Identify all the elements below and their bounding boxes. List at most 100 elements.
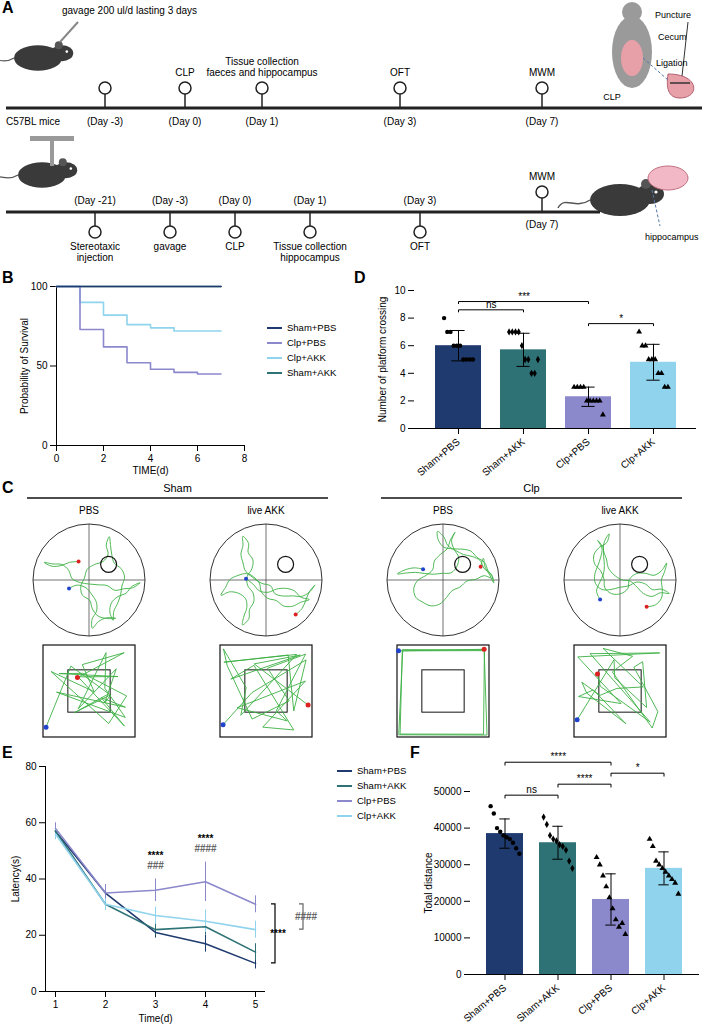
svg-text:Tissue collection: Tissue collection bbox=[225, 56, 299, 67]
html-text:A: A bbox=[2, 0, 14, 16]
svg-text:ns: ns bbox=[486, 299, 497, 310]
svg-text:hippocampus: hippocampus bbox=[280, 252, 339, 263]
svg-text:(Day 1): (Day 1) bbox=[246, 116, 279, 127]
svg-text:CLP: CLP bbox=[175, 67, 195, 78]
svg-text:Ligation: Ligation bbox=[656, 58, 688, 68]
svg-text:50000: 50000 bbox=[434, 786, 462, 797]
svg-text:MWM: MWM bbox=[529, 67, 555, 78]
svg-text:60: 60 bbox=[25, 817, 37, 828]
svg-text:(Day 3): (Day 3) bbox=[384, 116, 417, 127]
svg-text:gavage: gavage bbox=[154, 241, 187, 252]
svg-text:8: 8 bbox=[242, 453, 248, 464]
svg-text:(Day 7): (Day 7) bbox=[526, 116, 559, 127]
svg-text:Puncture: Puncture bbox=[655, 10, 691, 20]
svg-text:Clp: Clp bbox=[523, 482, 540, 494]
svg-text:40: 40 bbox=[25, 873, 37, 884]
svg-text:(Day 0): (Day 0) bbox=[169, 116, 202, 127]
svg-text:ns: ns bbox=[526, 784, 537, 795]
svg-text:5: 5 bbox=[253, 999, 259, 1010]
svg-text:100: 100 bbox=[31, 281, 48, 292]
svg-text:Time(d): Time(d) bbox=[138, 1013, 172, 1024]
svg-text:Tissue collection: Tissue collection bbox=[273, 241, 347, 252]
svg-text:Number of platform crossing: Number of platform crossing bbox=[377, 297, 388, 423]
svg-text:***: *** bbox=[518, 291, 530, 302]
svg-text:*: * bbox=[636, 762, 640, 773]
svg-text:6: 6 bbox=[195, 453, 201, 464]
svg-text:OFT: OFT bbox=[410, 241, 430, 252]
svg-text:1: 1 bbox=[53, 999, 59, 1010]
svg-text:Latency(s): Latency(s) bbox=[10, 856, 21, 903]
html-text:D: D bbox=[354, 269, 366, 286]
svg-text:faeces and hippocampus: faeces and hippocampus bbox=[206, 67, 317, 78]
svg-text:****: **** bbox=[550, 751, 566, 762]
svg-text:Sham+AKK: Sham+AKK bbox=[514, 982, 561, 1024]
svg-text:3: 3 bbox=[153, 999, 159, 1010]
svg-text:C57BL mice: C57BL mice bbox=[6, 116, 61, 127]
svg-text:Stereotaxic: Stereotaxic bbox=[70, 241, 120, 252]
svg-text:Probability of Survival: Probability of Survival bbox=[19, 318, 30, 414]
svg-text:20: 20 bbox=[25, 929, 37, 940]
svg-text:(Day -21): (Day -21) bbox=[74, 195, 116, 206]
html-text:B: B bbox=[2, 269, 14, 286]
svg-text:30000: 30000 bbox=[434, 859, 462, 870]
svg-text:CLP: CLP bbox=[225, 241, 245, 252]
html-text:C: C bbox=[2, 479, 14, 496]
svg-text:80: 80 bbox=[25, 761, 37, 772]
html-text:Clp+AKK: Clp+AKK bbox=[287, 352, 326, 363]
svg-text:2: 2 bbox=[101, 453, 107, 464]
svg-text:0: 0 bbox=[31, 986, 37, 997]
svg-text:Sham: Sham bbox=[163, 482, 192, 494]
svg-text:Clp+AKK: Clp+AKK bbox=[618, 436, 657, 471]
svg-text:####: #### bbox=[295, 911, 318, 922]
svg-text:Clp+PBS: Clp+PBS bbox=[553, 436, 592, 471]
svg-text:live AKK: live AKK bbox=[247, 505, 285, 516]
svg-text:2: 2 bbox=[400, 395, 406, 406]
svg-text:2: 2 bbox=[103, 999, 109, 1010]
svg-text:gavage 200 ul/d lasting 3 days: gavage 200 ul/d lasting 3 days bbox=[62, 5, 197, 16]
svg-text:###: ### bbox=[147, 860, 164, 871]
svg-text:hippocampus: hippocampus bbox=[645, 232, 699, 242]
svg-text:10000: 10000 bbox=[434, 932, 462, 943]
svg-text:*: * bbox=[619, 313, 623, 324]
svg-text:Clp+PBS: Clp+PBS bbox=[576, 982, 615, 1017]
svg-text:4: 4 bbox=[148, 453, 154, 464]
svg-text:0: 0 bbox=[54, 453, 60, 464]
html-text:Sham+AKK: Sham+AKK bbox=[287, 367, 337, 378]
svg-text:(Day 1): (Day 1) bbox=[294, 195, 327, 206]
svg-text:(Day 0): (Day 0) bbox=[219, 195, 252, 206]
svg-text:****: **** bbox=[270, 928, 286, 939]
svg-text:(Day 3): (Day 3) bbox=[404, 195, 437, 206]
html-text:Clp+PBS: Clp+PBS bbox=[287, 337, 326, 348]
svg-text:40000: 40000 bbox=[434, 822, 462, 833]
svg-text:0: 0 bbox=[42, 440, 48, 451]
svg-text:Sham+AKK: Sham+AKK bbox=[480, 436, 527, 478]
svg-text:(Day 7): (Day 7) bbox=[526, 219, 559, 230]
svg-text:Sham+PBS: Sham+PBS bbox=[415, 436, 462, 478]
html-text:Sham+PBS: Sham+PBS bbox=[287, 322, 337, 333]
svg-text:(Day -3): (Day -3) bbox=[87, 116, 123, 127]
svg-text:OFT: OFT bbox=[390, 67, 410, 78]
svg-text:TIME(d): TIME(d) bbox=[132, 465, 168, 476]
svg-text:50: 50 bbox=[36, 360, 48, 371]
svg-text:injection: injection bbox=[77, 252, 114, 263]
svg-text:Total distance: Total distance bbox=[423, 852, 434, 914]
svg-text:PBS: PBS bbox=[433, 505, 453, 516]
svg-text:CLP: CLP bbox=[603, 92, 621, 102]
svg-text:####: #### bbox=[194, 843, 217, 854]
svg-text:MWM: MWM bbox=[529, 171, 555, 182]
svg-text:0: 0 bbox=[400, 423, 406, 434]
svg-text:0: 0 bbox=[456, 969, 462, 980]
svg-text:6: 6 bbox=[400, 340, 406, 351]
svg-text:PBS: PBS bbox=[79, 505, 99, 516]
svg-text:10: 10 bbox=[394, 285, 406, 296]
svg-text:****: **** bbox=[577, 773, 593, 784]
svg-text:live AKK: live AKK bbox=[601, 505, 639, 516]
svg-text:Sham+PBS: Sham+PBS bbox=[461, 982, 508, 1024]
svg-text:Clp+AKK: Clp+AKK bbox=[629, 982, 668, 1017]
svg-text:4: 4 bbox=[400, 368, 406, 379]
svg-text:20000: 20000 bbox=[434, 896, 462, 907]
svg-text:4: 4 bbox=[203, 999, 209, 1010]
svg-text:Cecum: Cecum bbox=[658, 32, 687, 42]
svg-text:(Day -3): (Day -3) bbox=[152, 195, 188, 206]
svg-text:8: 8 bbox=[400, 312, 406, 323]
